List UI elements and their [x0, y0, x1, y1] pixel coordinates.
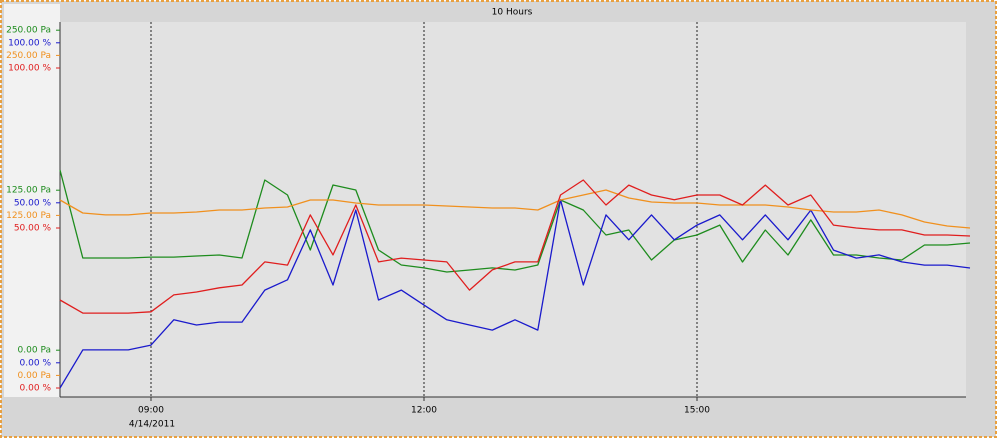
series-line [59, 189, 971, 229]
axis-panel [4, 4, 60, 397]
y-tick-label: 0.00 % [20, 358, 52, 368]
series-line [59, 199, 971, 389]
y-tick-label: 0.00 % [20, 384, 52, 394]
chart-title: 10 Hours [492, 8, 533, 18]
plot-area [60, 22, 966, 397]
y-tick-label: 100.00 % [8, 38, 51, 48]
y-tick-label: 250.00 Pa [6, 51, 51, 61]
y-tick-label: 0.00 Pa [18, 346, 51, 356]
y-tick-label: 125.00 Pa [6, 186, 51, 196]
x-tick-label: 15:00 [684, 406, 710, 416]
y-tick-label: 125.00 Pa [6, 211, 51, 221]
date-label: 4/14/2011 [129, 420, 175, 430]
x-tick-label: 12:00 [411, 406, 437, 416]
series-line [59, 179, 971, 314]
x-tick-label: 09:00 [138, 406, 164, 416]
y-tick-label: 250.00 Pa [6, 26, 51, 36]
y-tick-label: 50.00 % [14, 198, 52, 208]
y-tick-label: 50.00 % [14, 224, 52, 234]
series-line [59, 169, 971, 273]
y-tick-label: 0.00 Pa [18, 371, 51, 381]
y-tick-label: 100.00 % [8, 64, 51, 74]
